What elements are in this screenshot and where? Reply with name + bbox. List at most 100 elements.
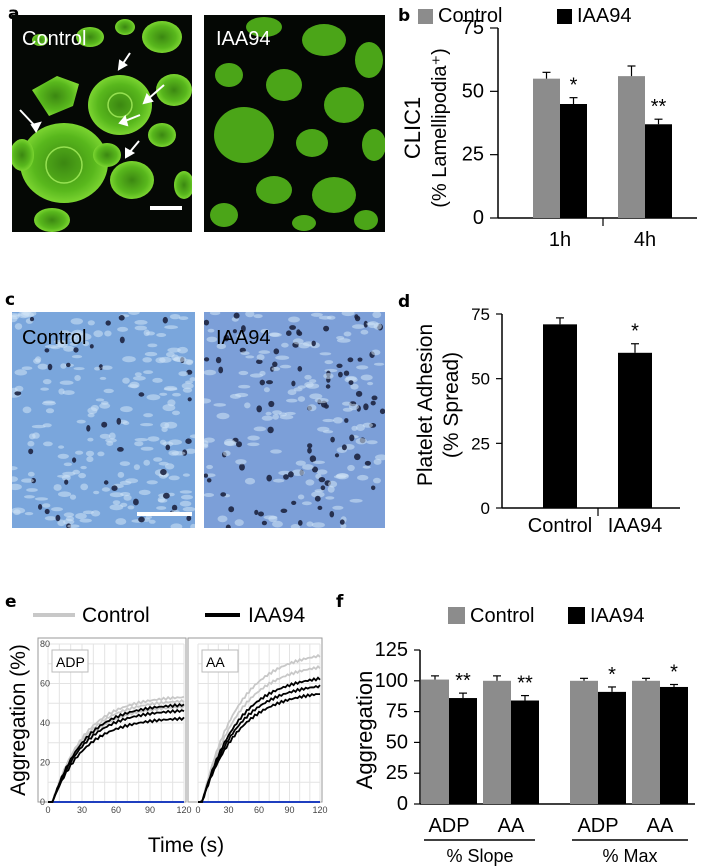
y-tick-label: 0 [397,793,408,815]
cell-particle [160,469,167,476]
group-label-max: % Max [602,846,657,866]
cell-particle [12,483,22,491]
cell-particle [105,320,111,326]
cell-particle [87,320,95,326]
cell-particle [224,440,238,447]
cell-particle [75,450,84,455]
cell-particle [93,490,100,495]
trace-iaa94 [48,708,185,803]
cell-particle [245,312,255,318]
cell-particle [104,330,112,337]
cell-particle [119,461,131,466]
subplot-label-box [51,649,89,673]
cell-particle [23,495,35,499]
cell-particle [42,379,52,385]
cell-particle [127,505,135,510]
cell-particle [291,469,305,476]
cell-particle [85,450,95,457]
cell-particle [213,403,226,407]
cell-particle [343,370,350,376]
cell-particle [204,319,210,326]
cell-particle [117,447,124,452]
cell-particle [323,373,334,379]
cell-particle [215,356,222,364]
cell-particle [233,312,240,319]
cell-particle [272,361,278,368]
cell-particle [244,402,251,409]
x-tick-label: IAA94 [608,515,662,537]
cell-particle [167,347,181,353]
cell-particle [140,446,154,451]
cell-particle [57,519,66,527]
cell-particle [138,392,145,397]
cell-particle [123,494,132,501]
cell-particle [286,398,298,403]
x-tick-label: 120 [176,805,191,815]
y-tick-label: 0 [481,499,490,518]
bar-iaa94-2 [598,691,626,804]
significance-marker: * [608,664,616,686]
cell-particle [287,389,297,396]
cell-particle [47,363,53,371]
cell-particle [352,324,365,329]
cell-particle [259,379,265,386]
cell-particle [347,464,355,472]
cell-particle [275,355,290,360]
cell-particle [207,328,215,333]
y-tick-label: 0 [473,207,484,229]
cell-particle [160,439,167,445]
cell-particle [61,475,71,481]
cell-particle [22,406,32,414]
cell-particle [247,442,260,447]
cell-particle [349,434,355,442]
cell-particle [142,357,152,363]
legend-iaa94-b-swatch [557,9,572,24]
cell-particle [256,405,262,413]
cell-particle [330,436,335,443]
cell-particle [245,355,255,359]
cell-particle [58,445,65,449]
y-tick-label: 40 [40,718,50,728]
cell-particle [216,343,226,350]
cell-particle [115,518,127,525]
cell-particle [286,330,292,336]
cell-particle [307,443,313,449]
cell-particle [185,438,192,444]
trace-iaa94 [198,676,321,803]
y-axis-label-b-line2: (% Lamellipodia⁺) [429,48,451,208]
trace-iaa94 [48,716,185,803]
cell-particle [185,448,195,454]
cell-particle [336,363,343,368]
legend-iaa94-f-swatch [568,607,585,624]
y-tick-label: 125 [375,639,408,661]
cell-particle [172,410,180,416]
cell-particle [371,485,376,491]
cell-particle [112,500,121,505]
y-axis-label-d-line2: (% Spread) [440,352,463,458]
cell-particle [119,480,132,485]
cell-particle [360,374,373,381]
cell-particle [59,380,74,385]
cell-particle [14,385,24,392]
subplot-label-AA: AA [206,654,225,670]
cell-particle [79,518,92,523]
cell-particle [320,485,326,491]
cell-particle [273,478,285,483]
cell-particle [101,487,111,492]
cell-particle [12,313,21,317]
cell-particle [101,365,113,370]
cell-particle [265,411,272,416]
cell-particle [14,323,23,330]
cell-particle [82,510,94,515]
bar-control-0 [421,679,449,804]
cell-particle [13,509,21,516]
cell-particle [74,375,81,381]
cell-particle [93,330,103,338]
cell-particle [159,392,168,396]
cell-particle [309,455,317,463]
significance-marker: * [570,75,578,97]
cell-particle [27,440,35,447]
cell-particle [272,413,279,420]
cell-particle [87,407,98,415]
legend-control-f-swatch [448,607,465,624]
